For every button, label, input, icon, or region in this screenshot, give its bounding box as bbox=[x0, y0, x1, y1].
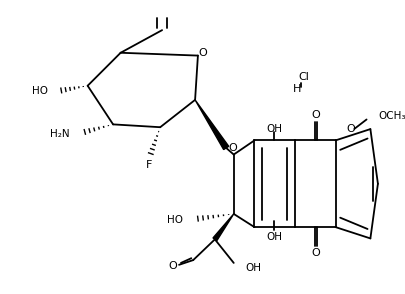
Text: O: O bbox=[345, 124, 354, 134]
Text: HO: HO bbox=[166, 215, 182, 225]
Text: H₂N: H₂N bbox=[50, 129, 70, 139]
Text: OH: OH bbox=[266, 124, 281, 134]
Text: F: F bbox=[145, 160, 152, 170]
Text: OCH₃: OCH₃ bbox=[378, 111, 405, 121]
Text: OH: OH bbox=[266, 233, 281, 243]
Text: O: O bbox=[168, 261, 177, 271]
Text: HO: HO bbox=[32, 86, 48, 96]
Text: O: O bbox=[311, 248, 319, 258]
Text: O: O bbox=[228, 143, 237, 153]
Polygon shape bbox=[195, 100, 228, 150]
Polygon shape bbox=[213, 214, 233, 241]
Text: OH: OH bbox=[245, 263, 260, 273]
Text: O: O bbox=[198, 48, 207, 58]
Text: Cl: Cl bbox=[297, 72, 308, 82]
Text: H: H bbox=[292, 83, 301, 93]
Text: O: O bbox=[311, 110, 319, 120]
